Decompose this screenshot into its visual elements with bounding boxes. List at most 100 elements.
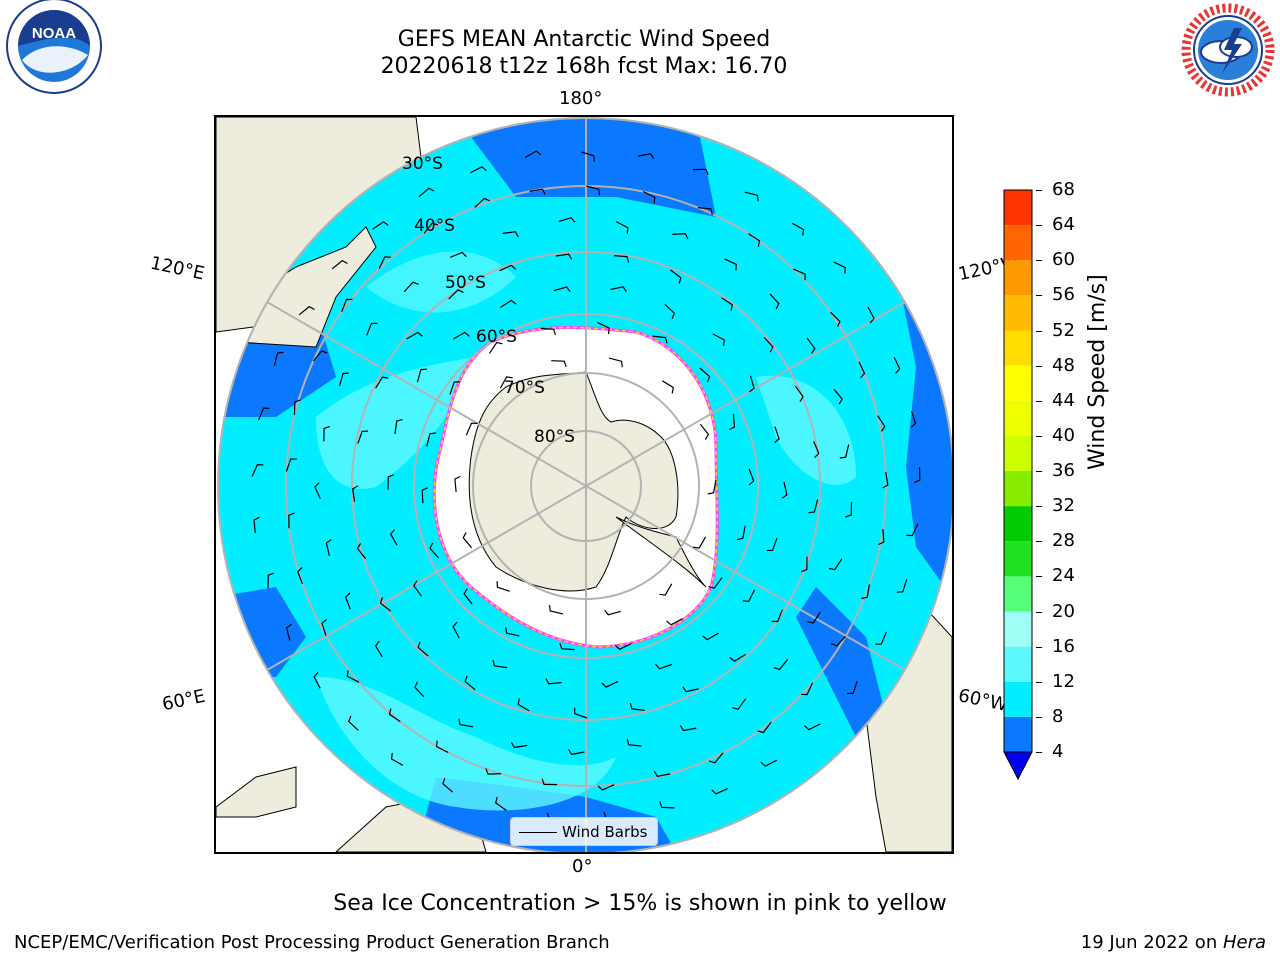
wind-barb	[442, 777, 454, 793]
wind-barb	[406, 331, 423, 340]
wind-barb	[707, 479, 717, 495]
wind-barb	[613, 255, 630, 263]
wind-barbs	[251, 150, 921, 820]
wind-barb	[749, 375, 755, 393]
colorbar-tick-label: 44	[1052, 389, 1075, 411]
wind-barb	[499, 376, 513, 389]
footer-machine: Hera	[1222, 932, 1266, 953]
wind-barb	[462, 532, 473, 549]
wind-barb	[541, 778, 558, 786]
wind-barb	[470, 166, 487, 174]
wind-barb	[463, 588, 473, 605]
wind-barb	[517, 698, 530, 712]
wind-barb	[293, 399, 301, 415]
wind-barb	[488, 341, 503, 354]
wind-barb	[418, 187, 435, 198]
colorbar-tick-mark	[1036, 260, 1042, 262]
wind-barb	[499, 264, 517, 272]
colorbar-tick-label: 52	[1052, 319, 1075, 341]
wind-barb	[465, 422, 478, 436]
wind-barb	[773, 659, 789, 671]
colorbar-tick-label: 4	[1052, 741, 1064, 762]
wind-barb	[771, 609, 784, 623]
wind-barb	[458, 718, 474, 728]
wind-barb	[495, 796, 507, 811]
wind-barb	[321, 619, 327, 636]
footer-date: 19 Jun 2022 on Hera	[1081, 932, 1266, 953]
wind-barb	[403, 281, 419, 293]
wind-barb	[346, 670, 360, 683]
wind-barb	[791, 222, 805, 236]
colorbar-extend-min	[1003, 751, 1033, 781]
wind-barb	[551, 360, 567, 368]
colorbar-segment	[1004, 506, 1032, 542]
wind-barb	[830, 635, 847, 647]
wind-barb	[875, 631, 887, 645]
colorbar-tick-mark	[1036, 225, 1042, 227]
wind-barb	[253, 516, 260, 534]
wind-barb	[426, 432, 436, 447]
colorbar-tick-mark	[1036, 576, 1042, 578]
wind-barb	[800, 556, 808, 573]
wind-barb	[910, 410, 917, 428]
wind-barb	[449, 251, 467, 258]
wind-barb	[357, 430, 369, 444]
wind-barb	[699, 423, 710, 440]
wind-barb	[655, 663, 672, 670]
wind-barb	[285, 623, 292, 641]
wind-barb	[413, 580, 422, 597]
wind-barb	[567, 748, 585, 756]
wind-barb	[492, 659, 508, 669]
wind-barb	[453, 331, 470, 340]
colorbar-segment	[1004, 260, 1032, 296]
lat-label-50s: 50°S	[445, 273, 486, 293]
wind-barb	[652, 335, 668, 344]
wind-barb	[653, 770, 671, 777]
wind-barb	[285, 458, 297, 472]
wind-barb	[858, 361, 866, 379]
colorbar-tick-label: 20	[1052, 600, 1075, 622]
wind-barb	[485, 768, 502, 775]
colorbar-segment	[1004, 400, 1032, 436]
wind-barb	[659, 583, 673, 596]
wind-barb	[702, 632, 719, 641]
noaa-logo-text: NOAA	[32, 25, 76, 42]
wind-barb	[833, 388, 843, 405]
wind-barb	[288, 512, 295, 529]
wind-barb	[387, 474, 395, 490]
wind-barb	[732, 698, 747, 710]
caption: Sea Ice Concentration > 15% is shown in …	[333, 891, 947, 916]
wind-barb	[338, 372, 349, 387]
colorbar-tick-label: 28	[1052, 530, 1075, 552]
wind-barb	[597, 784, 615, 791]
wind-barb	[847, 680, 858, 695]
wind-barb	[388, 708, 401, 723]
wind-barb	[540, 327, 556, 336]
colorbar-segment	[1004, 541, 1032, 577]
wind-barb	[464, 675, 476, 691]
antarctica-land	[468, 371, 679, 592]
colorbar-tick-mark	[1036, 681, 1042, 683]
wind-barb	[699, 367, 711, 383]
wind-barb	[766, 537, 778, 552]
colorbar	[1003, 189, 1033, 781]
wind-barb	[608, 357, 623, 368]
wind-barb	[794, 385, 804, 403]
lon-label-60e: 60°E	[160, 685, 207, 716]
wind-barb	[672, 232, 689, 240]
wind-barb	[642, 190, 656, 204]
wind-barb	[258, 407, 270, 421]
wind-barb	[616, 221, 629, 234]
colorbar-tick-label: 48	[1052, 354, 1075, 376]
colorbar-segment	[1004, 330, 1032, 366]
colorbar-tick-label: 40	[1052, 424, 1075, 446]
chart-title: GEFS MEAN Antarctic Wind Speed	[397, 27, 771, 52]
wind-barb	[331, 259, 348, 270]
colorbar-segment	[1004, 646, 1032, 682]
lon-label-0: 0°	[572, 856, 593, 877]
wind-barb	[435, 740, 449, 754]
wind-barb	[748, 233, 761, 247]
wind-barb	[807, 611, 821, 624]
colorbar-tick-label: 56	[1052, 284, 1075, 306]
wind-barb	[861, 584, 870, 600]
